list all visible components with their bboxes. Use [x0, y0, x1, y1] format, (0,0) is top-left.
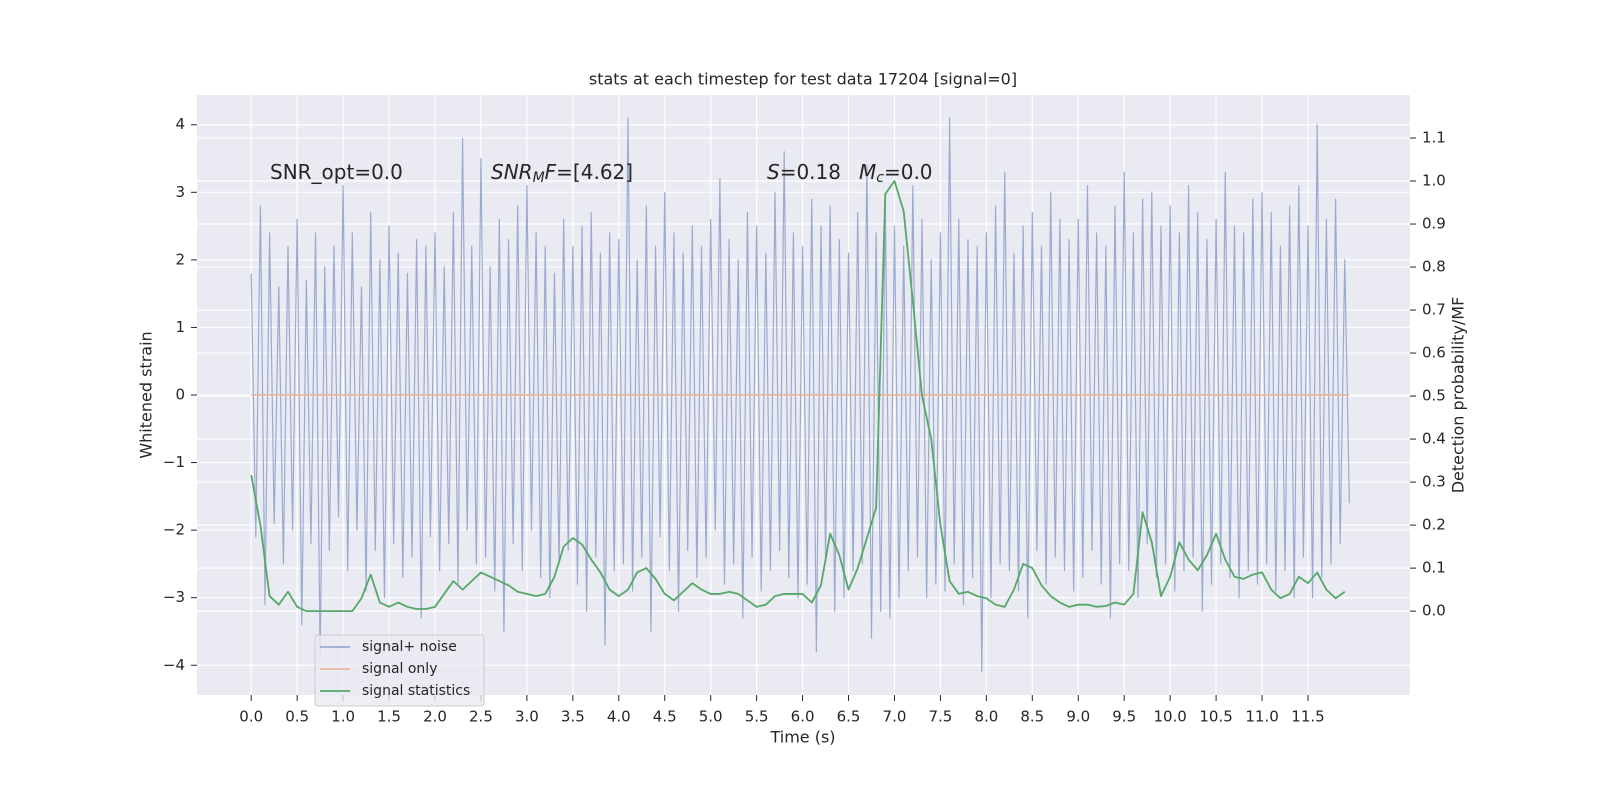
- y-tick-label: −1: [163, 453, 185, 471]
- x-tick-label: 5.0: [699, 708, 723, 726]
- annotation-part: S: [767, 160, 780, 184]
- y2-tick-label: 0.4: [1422, 430, 1446, 448]
- y-tick-label: −4: [163, 656, 185, 674]
- legend-box: [314, 634, 485, 707]
- y2-tick-label: 1.1: [1422, 129, 1446, 147]
- annotation-part: =0.0: [884, 160, 933, 184]
- legend: signal+ noise signal only signal statistic…: [314, 634, 485, 707]
- legend-label: signal statistics: [362, 683, 470, 699]
- x-tick-label: 5.5: [745, 708, 769, 726]
- y-tick-label: 4: [175, 115, 185, 133]
- x-tick-label: 2.5: [469, 708, 493, 726]
- x-tick-label: 11.5: [1291, 708, 1324, 726]
- x-tick-label: 1.5: [377, 708, 401, 726]
- x-tick-label: 3.5: [561, 708, 585, 726]
- x-tick-label: 7.5: [928, 708, 952, 726]
- annotation-part: M: [859, 160, 876, 184]
- annotation: SNRMF=[4.62]: [491, 160, 633, 187]
- y2-tick-label: 0.2: [1422, 516, 1446, 534]
- x-tick-label: 1.0: [331, 708, 355, 726]
- ticks: 0.0 0.5 1.0 1.5 2.0 2.5 3.0 3.5 4.0 4.5 5.0 5.5 6.0 6…: [163, 115, 1446, 725]
- lines: [250, 117, 1350, 673]
- y2-tick-label: 1.0: [1422, 172, 1446, 190]
- x-tick-label: 4.5: [653, 708, 677, 726]
- x-tick-label: 6.5: [837, 708, 861, 726]
- y2-tick-label: 0.0: [1422, 602, 1446, 620]
- annotation-part: =0.18: [780, 160, 841, 184]
- x-tick-label: 8.0: [974, 708, 998, 726]
- x-tick-label: 6.0: [791, 708, 815, 726]
- x-tick-label: 11.0: [1245, 708, 1278, 726]
- y2-tick-label: 0.8: [1422, 258, 1446, 276]
- x-tick-label: 9.5: [1112, 708, 1136, 726]
- x-axis-label: Time (s): [769, 728, 835, 747]
- annotation-part: F: [545, 160, 557, 184]
- y-tick-label: −2: [163, 521, 185, 539]
- x-tick-label: 3.0: [515, 708, 539, 726]
- y-axis-label: Whitened strain: [137, 331, 156, 458]
- y-tick-label: 1: [175, 318, 185, 336]
- y2-tick-label: 0.7: [1422, 301, 1446, 319]
- annotation: S=0.18: [767, 160, 841, 184]
- series-line: [250, 117, 1350, 673]
- legend-label: signal only: [362, 661, 437, 677]
- x-tick-label: 8.5: [1020, 708, 1044, 726]
- x-tick-label: 0.0: [239, 708, 263, 726]
- y-tick-label: 2: [175, 250, 185, 268]
- y2-axis-label: Detection probability/MF: [1449, 297, 1468, 494]
- annotations: SNR_opt=0.0 SNRMF=[4.62] S=0.18 Mc=0.0: [270, 160, 933, 187]
- y2-tick-label: 0.1: [1422, 559, 1446, 577]
- x-tick-label: 0.5: [285, 708, 309, 726]
- annotation-part: SNR: [491, 160, 533, 184]
- x-tick-label: 7.0: [883, 708, 907, 726]
- y-tick-label: 3: [175, 183, 185, 201]
- annotation: SNR_opt=0.0: [270, 160, 403, 184]
- y-tick-label: −3: [163, 588, 185, 606]
- y2-tick-label: 0.6: [1422, 344, 1446, 362]
- x-tick-label: 10.0: [1153, 708, 1186, 726]
- chart-title: stats at each timestep for test data 172…: [589, 70, 1017, 89]
- y-tick-label: 0: [175, 386, 185, 404]
- annotation-part: SNR_opt=0.0: [270, 160, 403, 184]
- legend-label: signal+ noise: [362, 639, 457, 655]
- annotation: Mc=0.0: [859, 160, 933, 187]
- x-tick-label: 9.0: [1066, 708, 1090, 726]
- x-tick-label: 2.0: [423, 708, 447, 726]
- y2-tick-label: 0.5: [1422, 387, 1446, 405]
- annotation-part: M: [533, 170, 545, 186]
- x-tick-label: 4.0: [607, 708, 631, 726]
- y2-tick-label: 0.3: [1422, 473, 1446, 491]
- annotation-part: c: [876, 170, 884, 186]
- annotation-part: =[4.62]: [556, 160, 633, 184]
- series-line: [250, 180, 1346, 613]
- y2-tick-label: 0.9: [1422, 215, 1446, 233]
- x-tick-label: 10.5: [1199, 708, 1232, 726]
